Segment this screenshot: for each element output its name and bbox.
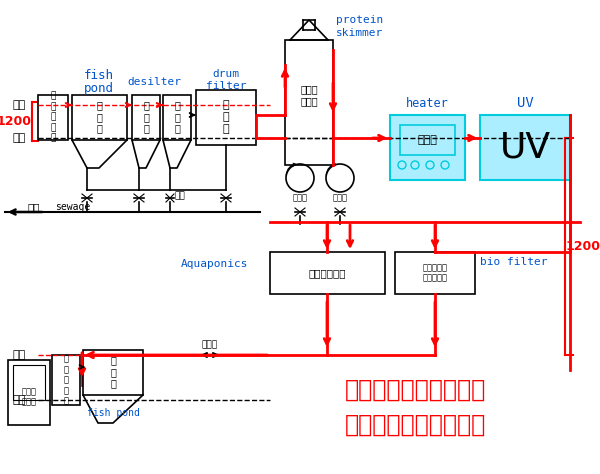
Text: 水位: 水位 (13, 100, 26, 110)
Text: 纯氧增
氧系统: 纯氧增 氧系统 (22, 387, 37, 407)
Text: 1200: 1200 (566, 239, 600, 253)
Text: drum: drum (212, 69, 239, 79)
Text: 水
质
调
节
池: 水 质 调 节 池 (64, 355, 68, 405)
Text: 排污: 排污 (28, 202, 41, 212)
Bar (52, 355, 80, 405)
Bar (38, 95, 68, 140)
Text: skimmer: skimmer (337, 28, 383, 38)
Text: heater: heater (406, 97, 448, 109)
Bar (8, 360, 50, 425)
Text: 冷暖机: 冷暖机 (417, 135, 437, 145)
Text: Aquaponics: Aquaponics (181, 259, 249, 269)
Text: 潜水泵: 潜水泵 (332, 193, 347, 202)
Text: 潜水泵: 潜水泵 (293, 193, 308, 202)
Bar (132, 95, 160, 140)
Bar (395, 252, 475, 294)
Text: 微
滤
机: 微 滤 机 (223, 100, 229, 134)
Text: pond: pond (84, 82, 114, 94)
Text: fish pond: fish pond (86, 408, 139, 418)
Text: 1200: 1200 (0, 115, 32, 128)
Bar (163, 95, 191, 140)
Text: protein: protein (337, 15, 383, 25)
Text: UV: UV (517, 96, 533, 110)
Text: 水
质
调
节
池: 水 质 调 节 池 (50, 91, 56, 142)
Text: 养
殖
池: 养 殖 池 (96, 100, 102, 134)
Text: UV: UV (499, 130, 551, 164)
Bar (83, 350, 143, 395)
Bar (13, 365, 45, 400)
Text: 沉
淀
池: 沉 淀 池 (143, 100, 149, 134)
Bar (270, 252, 385, 294)
Text: 阀门: 阀门 (175, 191, 185, 201)
Text: 地面: 地面 (13, 133, 26, 143)
Text: sewage: sewage (55, 202, 90, 212)
Text: 水位: 水位 (13, 350, 26, 360)
Bar (400, 125, 455, 155)
Text: filter: filter (206, 81, 246, 91)
Text: 潮沙式滴流
生物过滤器: 潮沙式滴流 生物过滤器 (422, 263, 448, 283)
Text: 电磁阀: 电磁阀 (202, 340, 218, 349)
Text: 蛋白质
分离器: 蛋白质 分离器 (300, 84, 318, 106)
Bar (390, 115, 465, 180)
Bar (480, 115, 570, 180)
Text: 地面: 地面 (13, 395, 26, 405)
Bar (72, 95, 127, 140)
Bar (285, 40, 333, 165)
Text: bio filter: bio filter (480, 257, 548, 267)
Text: 沉
淀
池: 沉 淀 池 (174, 100, 180, 134)
Text: 节能版水位落差示意图: 节能版水位落差示意图 (344, 413, 485, 437)
Bar (196, 90, 256, 145)
Text: 养
殖
池: 养 殖 池 (110, 356, 116, 389)
Text: 高密度循环水养殖系统: 高密度循环水养殖系统 (344, 378, 485, 402)
Text: desilter: desilter (127, 77, 181, 87)
Text: fish: fish (84, 69, 114, 82)
Text: 鱼菜共生系统: 鱼菜共生系统 (308, 268, 346, 278)
